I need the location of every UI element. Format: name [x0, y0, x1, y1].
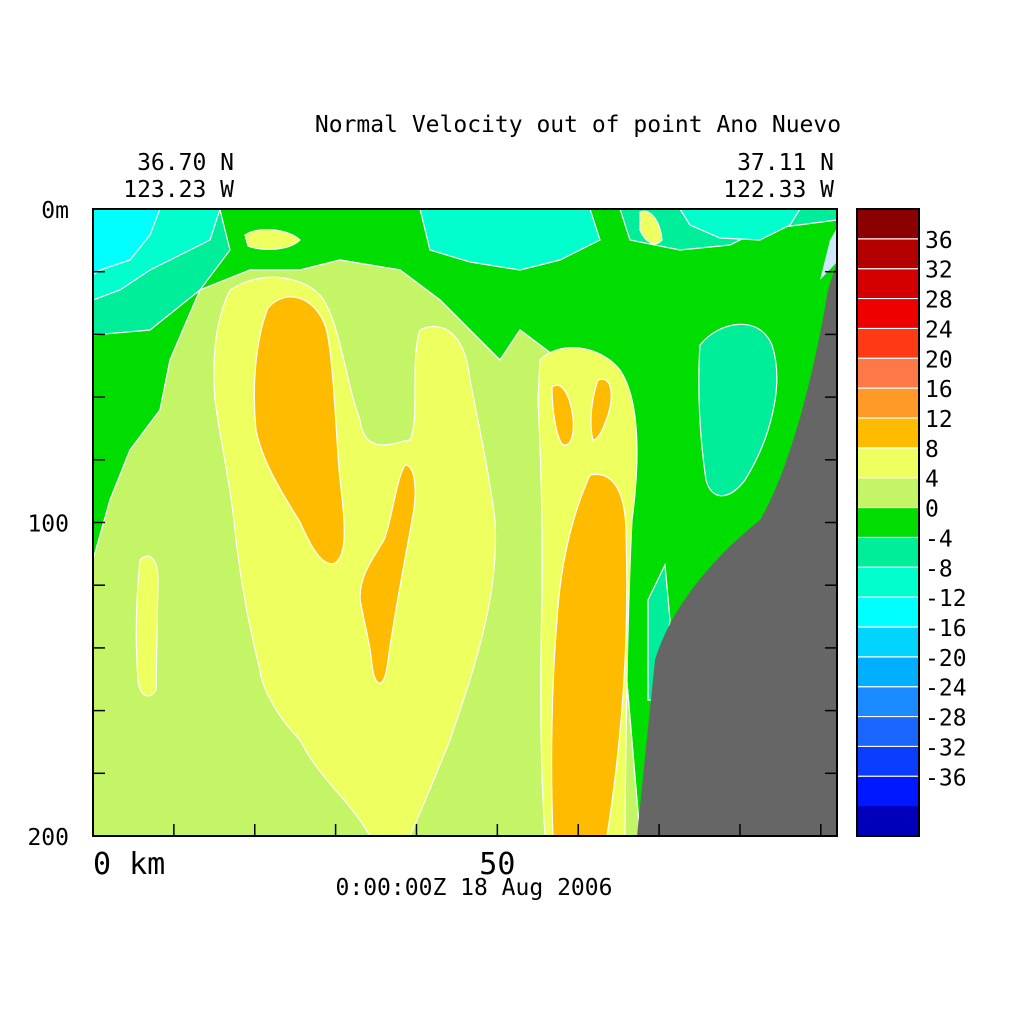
- y-tick-label: 100: [27, 512, 69, 538]
- band-pos12-a: [253, 296, 345, 565]
- colorbar-label: -12: [925, 586, 967, 612]
- axes: 0m 100 200 0 km 50: [27, 198, 838, 882]
- right-lon-label: 122.33 W: [723, 177, 834, 203]
- colorbar-swatch: [857, 418, 919, 449]
- colorbar-label: -32: [925, 735, 967, 761]
- colorbar-swatch: [857, 328, 919, 359]
- land-mask: [637, 262, 837, 836]
- band-pos8-c: [135, 555, 159, 697]
- colorbar-label: -8: [925, 556, 953, 582]
- y-tick-label: 200: [27, 825, 69, 851]
- colorbar-frame: [856, 208, 920, 837]
- colorbar-swatch: [857, 537, 919, 568]
- colorbar-swatch: [857, 746, 919, 777]
- colorbar-swatch: [857, 477, 919, 509]
- band-pos12-b: [359, 464, 416, 684]
- colorbar-label: 16: [925, 377, 953, 403]
- colorbar-label: 20: [925, 347, 953, 373]
- band-pos8-d: [244, 210, 663, 250]
- colorbar-swatch: [857, 447, 919, 479]
- colorbar-swatch: [857, 776, 919, 807]
- colorbar: 36 32 28 24 20 16 12 8 4 0 -4 -8 -12 -16 -20 -24 -28 -32 -…: [856, 208, 967, 837]
- colorbar-swatch: [857, 209, 919, 240]
- y-tick-label: 0m: [41, 198, 69, 224]
- colorbar-swatch: [857, 358, 919, 389]
- chart-title: Normal Velocity out of point Ano Nuevo: [315, 112, 841, 138]
- colorbar-swatch: [857, 716, 919, 748]
- plot-area: [93, 209, 837, 836]
- colorbar-swatch: [857, 567, 919, 598]
- timestamp-label: 0:00:00Z 18 Aug 2006: [336, 875, 613, 901]
- x-tick-label: 50: [479, 847, 515, 882]
- colorbar-label: -20: [925, 646, 967, 672]
- left-lon-label: 123.23 W: [123, 177, 234, 203]
- colorbar-label: 8: [925, 437, 939, 463]
- colorbar-swatch: [857, 298, 919, 330]
- colorbar-label: 24: [925, 317, 953, 343]
- right-lat-label: 37.11 N: [737, 150, 834, 176]
- colorbar-swatch: [857, 388, 919, 419]
- band-pos12-d: [551, 378, 612, 446]
- colorbar-label: 4: [925, 467, 939, 493]
- nearshore-sliver: [820, 228, 837, 280]
- colorbar-label: 36: [925, 228, 953, 254]
- band-pos12-c: [550, 473, 628, 836]
- left-lat-label: 36.70 N: [137, 150, 234, 176]
- x-tick-label: 0 km: [93, 847, 165, 882]
- colorbar-label: -4: [925, 526, 953, 552]
- colorbar-swatch: [857, 507, 919, 539]
- colorbar-swatch: [857, 268, 919, 300]
- colorbar-label: 12: [925, 407, 953, 433]
- colorbar-label: 32: [925, 258, 953, 284]
- colorbar-label: 28: [925, 288, 953, 314]
- band-neg12: [93, 209, 161, 276]
- colorbar-swatch: [857, 656, 919, 688]
- colorbar-label: -16: [925, 616, 967, 642]
- colorbar-swatch: [857, 627, 919, 658]
- band-neg8: [93, 209, 801, 301]
- colorbar-label: -24: [925, 676, 967, 702]
- colorbar-label: -36: [925, 765, 967, 791]
- colorbar-swatch: [857, 597, 919, 628]
- colorbar-swatch: [857, 806, 919, 837]
- colorbar-label: -28: [925, 706, 967, 732]
- colorbar-label: 0: [925, 497, 939, 523]
- colorbar-swatch: [857, 238, 919, 270]
- colorbar-swatch: [857, 686, 919, 718]
